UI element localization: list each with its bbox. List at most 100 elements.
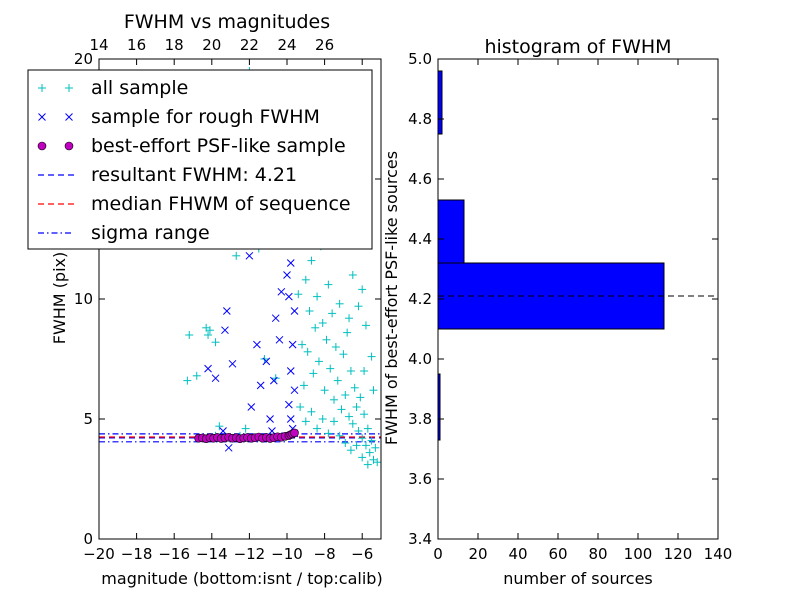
y-tick-label: 10 xyxy=(74,290,93,308)
all-sample-point xyxy=(335,299,344,308)
rough-fwhm-point xyxy=(268,427,276,435)
y-tick-label: 4.6 xyxy=(408,170,432,188)
x-tick-label: 140 xyxy=(704,545,733,563)
y-tick-label: 4.8 xyxy=(408,110,432,128)
rough-fwhm-point xyxy=(271,314,280,323)
y-tick-label: 3.8 xyxy=(408,410,432,428)
legend-entry: sigma range xyxy=(38,222,210,244)
all-sample-point xyxy=(326,364,335,373)
all-sample-point xyxy=(192,371,201,380)
all-sample-point xyxy=(313,292,322,301)
histogram-bar xyxy=(437,199,465,264)
all-sample-point xyxy=(309,369,318,378)
all-sample-point xyxy=(339,350,348,359)
psf-like-point xyxy=(290,428,299,438)
all-sample-point xyxy=(360,367,369,375)
all-sample-point xyxy=(294,290,303,299)
all-sample-point xyxy=(354,302,363,311)
rough-fwhm-point xyxy=(224,443,233,452)
y-tick-label: 0 xyxy=(83,530,93,548)
top-tick-label: 18 xyxy=(165,36,184,54)
rough-fwhm-point xyxy=(286,367,295,375)
legend-label: best-effort PSF-like sample xyxy=(91,135,346,157)
all-sample-point xyxy=(303,347,312,356)
scatter-y-label: FWHM (pix) xyxy=(50,252,69,345)
x-tick-label: −10 xyxy=(271,545,303,563)
all-sample-point xyxy=(373,458,382,467)
rough-fwhm-point xyxy=(222,307,231,315)
all-sample-point xyxy=(241,424,250,433)
all-sample-point xyxy=(331,343,340,351)
all-sample-point xyxy=(215,422,224,431)
all-sample-point xyxy=(360,410,369,419)
rough-fwhm-point xyxy=(286,415,295,423)
all-sample-point xyxy=(333,376,342,385)
all-sample-point xyxy=(232,251,241,260)
x-tick-label: −20 xyxy=(83,545,115,563)
top-tick-label: 20 xyxy=(202,36,221,54)
all-sample-point xyxy=(341,391,350,399)
rough-fwhm-point xyxy=(262,357,271,366)
top-tick-label: 22 xyxy=(240,36,259,54)
all-sample-point xyxy=(352,441,361,450)
y-tick-label: 3.4 xyxy=(408,530,432,548)
x-tick-label: 0 xyxy=(433,545,443,563)
legend-entry: median FHWM of sequence xyxy=(38,193,351,215)
all-sample-point xyxy=(322,335,331,344)
histogram-x-axis-ticks: 0 20 40 60 80 100 120 140 xyxy=(433,59,732,563)
x-tick-label: 20 xyxy=(468,545,487,563)
rough-fwhm-point xyxy=(277,287,286,296)
rough-fwhm-point xyxy=(204,364,212,373)
x-tick-label: −6 xyxy=(351,545,373,563)
all-sample-point xyxy=(298,340,307,349)
rough-fwhm-point xyxy=(266,415,274,423)
legend-marker xyxy=(65,84,73,92)
x-tick-label: 100 xyxy=(624,545,653,563)
all-sample-point xyxy=(343,328,352,337)
rough-fwhm-point xyxy=(275,335,284,344)
x-tick-label: −8 xyxy=(314,545,336,563)
scatter-panel: −20−18−16−14−12−10−8−6 05101520 14161820… xyxy=(27,11,383,588)
all-sample-point xyxy=(346,367,355,375)
histogram-y-axis-ticks: 3.4 3.6 3.8 4.0 4.2 4.4 4.6 4.8 5.0 xyxy=(408,50,718,548)
all-sample-point xyxy=(361,321,370,330)
legend-marker xyxy=(38,113,46,121)
all-sample-point xyxy=(330,417,338,426)
rough-fwhm-point xyxy=(253,340,261,349)
all-sample-point xyxy=(358,453,367,462)
histogram-x-label: number of sources xyxy=(503,569,653,588)
legend-label: resultant FWHM: 4.21 xyxy=(91,164,297,186)
all-sample-point xyxy=(345,314,354,323)
histogram-panel: 0 20 40 60 80 100 120 140 3.4 3.6 3.8 4.0 4.2 4.4 4.6… xyxy=(382,36,732,588)
x-tick-label: 120 xyxy=(664,545,693,563)
all-sample-point xyxy=(311,323,320,332)
all-sample-point xyxy=(371,443,380,452)
legend-marker xyxy=(64,141,74,151)
all-sample-point xyxy=(358,285,367,294)
x-tick-label: 80 xyxy=(588,545,607,563)
x-tick-label: −14 xyxy=(196,545,228,563)
rough-fwhm-point xyxy=(247,403,256,411)
histogram-y-label: FWHM of best-effort PSF-like sources xyxy=(382,151,401,445)
scatter-x-label: magnitude (bottom:isnt / top:calib) xyxy=(101,569,382,588)
x-tick-label: −16 xyxy=(158,545,190,563)
y-tick-label: 4.0 xyxy=(408,350,432,368)
x-axis-ticks: −20 −18 −16 −14 −12 −10 −8 −6 xyxy=(83,59,373,563)
all-sample-point xyxy=(361,441,370,450)
rough-fwhm-point xyxy=(286,259,295,267)
all-sample-point xyxy=(307,256,316,265)
y-tick-label: 4.4 xyxy=(408,230,432,248)
all-sample-point xyxy=(367,436,376,445)
all-sample-point xyxy=(335,431,344,440)
legend-label: sigma range xyxy=(91,222,210,244)
legend-box xyxy=(27,69,373,250)
rough-fwhm-point xyxy=(245,251,254,260)
all-sample-point xyxy=(314,357,323,366)
all-sample-point xyxy=(358,434,367,443)
rough-fwhm-point xyxy=(269,376,278,385)
all-sample-point xyxy=(337,405,346,414)
y-tick-label: 5 xyxy=(83,410,93,428)
legend-entry: sample for rough FWHM xyxy=(38,106,320,128)
all-sample-point xyxy=(363,424,372,433)
